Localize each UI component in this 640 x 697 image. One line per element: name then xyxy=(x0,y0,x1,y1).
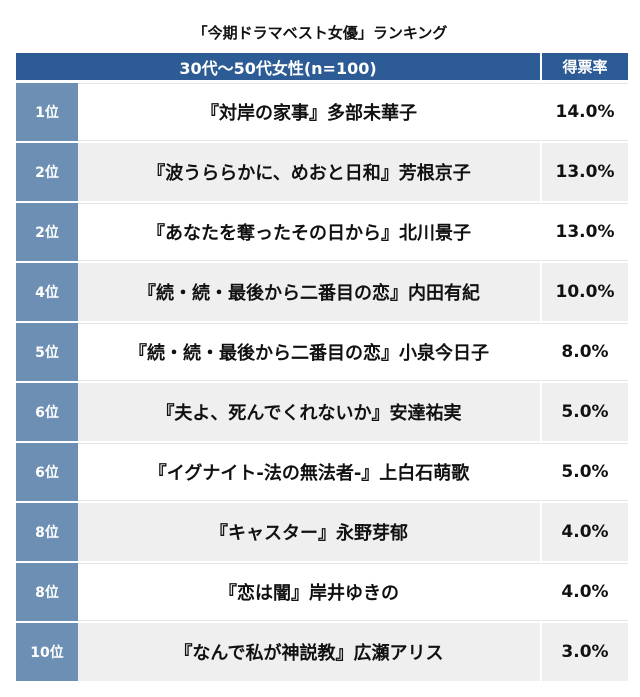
actress-cell: 『恋は闇』岸井ゆきの xyxy=(78,563,542,621)
rate-cell: 5.0% xyxy=(542,443,628,501)
rate-cell: 13.0% xyxy=(542,203,628,261)
actress-cell: 『あなたを奪ったその日から』北川景子 xyxy=(78,203,542,261)
table-row: 1位 『対岸の家事』多部未華子 14.0% xyxy=(16,83,628,141)
table-row: 2位 『波うららかに、めおと日和』芳根京子 13.0% xyxy=(16,143,628,201)
rank-cell: 2位 xyxy=(16,143,78,201)
header-group-label: 30代〜50代女性(n=100) xyxy=(16,53,542,80)
actress-cell: 『波うららかに、めおと日和』芳根京子 xyxy=(78,143,542,201)
actress-cell: 『続・続・最後から二番目の恋』内田有紀 xyxy=(78,263,542,321)
rate-cell: 10.0% xyxy=(542,263,628,321)
page-title: 「今期ドラマベスト女優」ランキング xyxy=(192,24,448,42)
rate-cell: 4.0% xyxy=(542,503,628,561)
rank-cell: 6位 xyxy=(16,383,78,441)
rate-cell: 8.0% xyxy=(542,323,628,381)
actress-cell: 『キャスター』永野芽郁 xyxy=(78,503,542,561)
rank-cell: 4位 xyxy=(16,263,78,321)
actress-cell: 『なんで私が神説教』広瀬アリス xyxy=(78,623,542,681)
table-row: 4位 『続・続・最後から二番目の恋』内田有紀 10.0% xyxy=(16,263,628,321)
table-row: 10位 『なんで私が神説教』広瀬アリス 3.0% xyxy=(16,623,628,681)
rate-cell: 4.0% xyxy=(542,563,628,621)
rate-cell: 14.0% xyxy=(542,83,628,141)
table-row: 6位 『夫よ、死んでくれないか』安達祐実 5.0% xyxy=(16,383,628,441)
rate-cell: 5.0% xyxy=(542,383,628,441)
rate-cell: 3.0% xyxy=(542,623,628,681)
actress-cell: 『イグナイト-法の無法者-』上白石萌歌 xyxy=(78,443,542,501)
actress-cell: 『夫よ、死んでくれないか』安達祐実 xyxy=(78,383,542,441)
rate-cell: 13.0% xyxy=(542,143,628,201)
rank-cell: 2位 xyxy=(16,203,78,261)
actress-cell: 『続・続・最後から二番目の恋』小泉今日子 xyxy=(78,323,542,381)
rank-cell: 1位 xyxy=(16,83,78,141)
rank-cell: 10位 xyxy=(16,623,78,681)
table-body: 1位 『対岸の家事』多部未華子 14.0% 2位 『波うららかに、めおと日和』芳根京子 1… xyxy=(16,83,628,681)
table-row: 8位 『恋は闇』岸井ゆきの 4.0% xyxy=(16,563,628,621)
table-row: 6位 『イグナイト-法の無法者-』上白石萌歌 5.0% xyxy=(16,443,628,501)
header-rate-label: 得票率 xyxy=(542,53,628,80)
actress-cell: 『対岸の家事』多部未華子 xyxy=(78,83,542,141)
table-row: 2位 『あなたを奪ったその日から』北川景子 13.0% xyxy=(16,203,628,261)
rank-cell: 6位 xyxy=(16,443,78,501)
table-row: 8位 『キャスター』永野芽郁 4.0% xyxy=(16,503,628,561)
table-row: 5位 『続・続・最後から二番目の恋』小泉今日子 8.0% xyxy=(16,323,628,381)
rank-cell: 8位 xyxy=(16,503,78,561)
rank-cell: 5位 xyxy=(16,323,78,381)
ranking-table: 30代〜50代女性(n=100) 得票率 1位 『対岸の家事』多部未華子 14.0%… xyxy=(16,53,628,683)
table-header: 30代〜50代女性(n=100) 得票率 xyxy=(16,53,628,80)
rank-cell: 8位 xyxy=(16,563,78,621)
